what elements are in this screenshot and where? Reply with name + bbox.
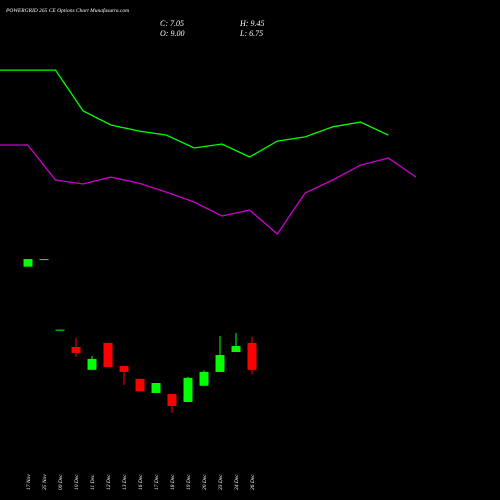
x-tick-label: 10 Dec xyxy=(74,474,80,490)
candle-body xyxy=(151,382,161,393)
x-tick-label: 16 Dec xyxy=(138,474,144,490)
x-tick-label: 17 Nov xyxy=(26,474,32,490)
high-label: H: 9.45 xyxy=(239,19,264,28)
candle-body xyxy=(215,355,225,372)
x-tick-label: 12 Dec xyxy=(106,474,112,490)
close-label: C: 7.05 xyxy=(160,19,184,28)
indicator-line xyxy=(0,144,417,235)
x-tick-label: 24 Dec xyxy=(233,474,240,490)
x-tick-label: 25 Nov xyxy=(42,474,48,490)
candle-body xyxy=(71,346,81,353)
x-tick-label: 19 Dec xyxy=(186,474,192,490)
open-label: O: 9.00 xyxy=(160,29,184,38)
candle-body xyxy=(119,365,129,372)
x-tick-label: 11 Dec xyxy=(90,474,96,490)
candle-body xyxy=(231,346,241,352)
candle-body xyxy=(87,358,97,370)
candle-body xyxy=(167,394,177,406)
chart-title: POWERGRID 265 CE Options Chart Munafasut… xyxy=(5,7,129,14)
x-tick-label: 23 Dec xyxy=(218,474,224,490)
indicator-line xyxy=(0,69,389,158)
x-tick-label: 18 Dec xyxy=(170,474,176,490)
x-tick-label: 26 Dec xyxy=(250,474,256,490)
candle-body xyxy=(55,329,65,331)
candle-body xyxy=(199,371,209,386)
candle-body xyxy=(247,342,257,370)
low-label: L: 6.75 xyxy=(239,29,263,38)
x-tick-label: 09 Dec xyxy=(58,474,64,490)
candle-body xyxy=(103,342,113,367)
x-tick-label: 17 Dec xyxy=(154,474,160,490)
candle-body xyxy=(183,377,193,402)
x-tick-label: 13 Dec xyxy=(122,474,128,490)
candle-body xyxy=(135,378,145,392)
candle-body xyxy=(23,259,33,267)
candle-body xyxy=(39,259,49,261)
x-tick-label: 20 Dec xyxy=(202,474,208,490)
